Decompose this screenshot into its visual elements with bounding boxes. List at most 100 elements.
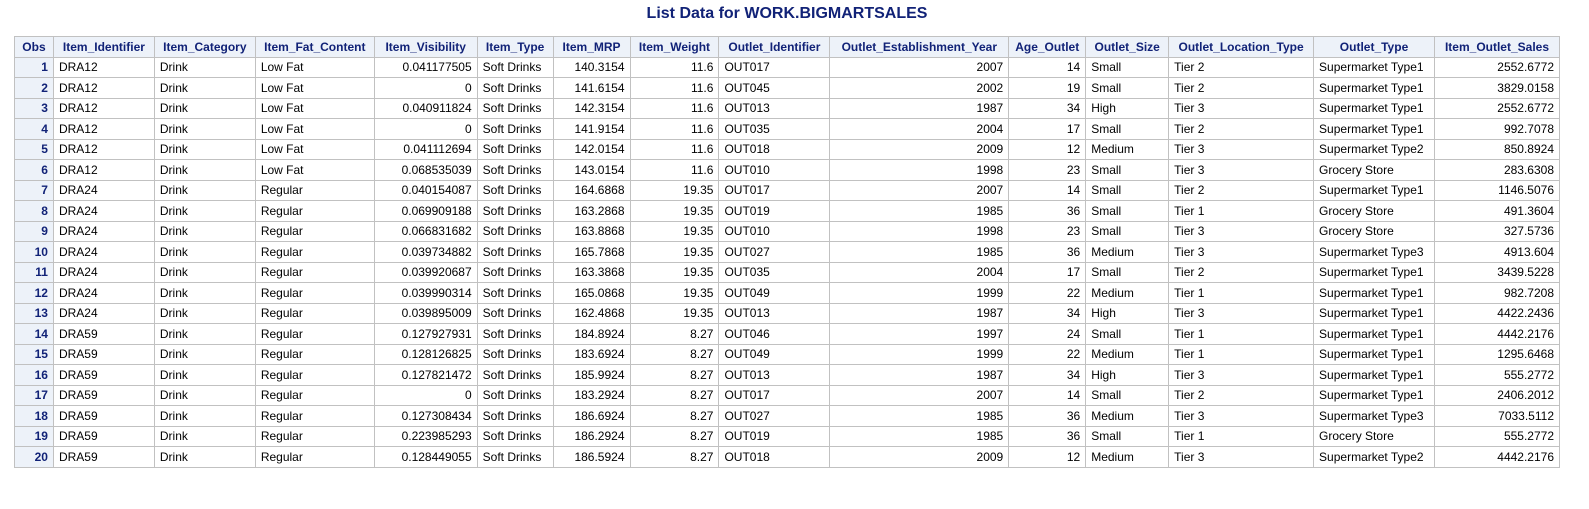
table-cell: 0.039734882 (373, 241, 478, 263)
table-cell: Small (1085, 179, 1170, 201)
table-cell: DRA59 (52, 364, 155, 386)
table-cell: 0.041177505 (373, 56, 478, 78)
table-cell: 12 (1008, 446, 1087, 468)
table-cell: 14 (1008, 56, 1087, 78)
table-cell: Tier 3 (1168, 302, 1315, 324)
table-cell: 11.6 (629, 159, 720, 181)
table-cell: Tier 1 (1168, 200, 1315, 222)
table-cell: 1998 (829, 159, 1010, 181)
table-cell: Supermarket Type1 (1313, 97, 1435, 119)
table-cell: Medium (1085, 405, 1170, 427)
column-header: Outlet_Type (1313, 36, 1435, 58)
table-cell: 185.9924 (552, 364, 631, 386)
table-cell: Supermarket Type3 (1313, 405, 1435, 427)
table-cell: Regular (254, 220, 375, 242)
table-cell: 17 (1008, 118, 1087, 140)
column-header: Outlet_Identifier (718, 36, 831, 58)
row-number: 2 (14, 77, 54, 99)
table-cell: Tier 1 (1168, 343, 1315, 365)
table-row: 15 DRA59 Drink Regular 0.128126825 Soft Drink… (14, 343, 1561, 365)
table-cell: 283.6308 (1433, 159, 1561, 181)
table-cell: Small (1085, 200, 1170, 222)
table-cell: 19.35 (629, 200, 720, 222)
table-cell: Regular (254, 364, 375, 386)
table-cell: 555.2772 (1433, 364, 1561, 386)
table-cell: Soft Drinks (476, 343, 554, 365)
table-cell: Medium (1085, 343, 1170, 365)
row-number: 11 (14, 261, 54, 283)
table-cell: 19.35 (629, 282, 720, 304)
table-cell: DRA24 (52, 179, 155, 201)
table-cell: Tier 2 (1168, 118, 1315, 140)
table-cell: Drink (153, 97, 256, 119)
table-cell: Medium (1085, 282, 1170, 304)
table-cell: 11.6 (629, 97, 720, 119)
table-row: 11 DRA24 Drink Regular 0.039920687 Soft Drink… (14, 261, 1561, 283)
table-cell: Soft Drinks (476, 118, 554, 140)
table-cell: 992.7078 (1433, 118, 1561, 140)
table-cell: Supermarket Type1 (1313, 56, 1435, 78)
table-cell: 0.127308434 (373, 405, 478, 427)
table-cell: Soft Drinks (476, 384, 554, 406)
table-row: 5 DRA12 Drink Low Fat 0.041112694 Soft Drinks… (14, 138, 1561, 160)
table-row: 7 DRA24 Drink Regular 0.040154087 Soft Drinks… (14, 179, 1561, 201)
table-cell: 0.128126825 (373, 343, 478, 365)
table-cell: 34 (1008, 364, 1087, 386)
table-cell: Regular (254, 241, 375, 263)
table-cell: DRA12 (52, 159, 155, 181)
table-cell: 0.127927931 (373, 323, 478, 345)
table-cell: Supermarket Type1 (1313, 364, 1435, 386)
column-header: Age_Outlet (1008, 36, 1087, 58)
table-cell: DRA12 (52, 77, 155, 99)
table-cell: Regular (254, 405, 375, 427)
table-cell: Soft Drinks (476, 56, 554, 78)
table-cell: 23 (1008, 220, 1087, 242)
table-cell: OUT017 (718, 179, 831, 201)
table-cell: OUT049 (718, 343, 831, 365)
row-number: 4 (14, 118, 54, 140)
table-cell: OUT019 (718, 425, 831, 447)
table-cell: Drink (153, 220, 256, 242)
table-cell: Soft Drinks (476, 425, 554, 447)
column-header: Obs (14, 36, 54, 58)
table-cell: Small (1085, 159, 1170, 181)
table-body: 1 DRA12 Drink Low Fat 0.041177505 Soft Drinks… (14, 56, 1561, 468)
table-cell: OUT035 (718, 118, 831, 140)
table-cell: Supermarket Type1 (1313, 77, 1435, 99)
table-row: 12 DRA24 Drink Regular 0.039990314 Soft Drink… (14, 282, 1561, 304)
table-cell: Supermarket Type1 (1313, 261, 1435, 283)
table-cell: 162.4868 (552, 302, 631, 324)
table-cell: 0.128449055 (373, 446, 478, 468)
table-cell: Grocery Store (1313, 159, 1435, 181)
table-cell: Supermarket Type1 (1313, 323, 1435, 345)
table-cell: 2007 (829, 179, 1010, 201)
row-number: 13 (14, 302, 54, 324)
report-title: List Data for WORK.BIGMARTSALES (646, 5, 928, 22)
header-row: Obs Item_Identifier Item_Category Item_Fat_… (14, 36, 1561, 58)
table-cell: Drink (153, 138, 256, 160)
table-cell: 555.2772 (1433, 425, 1561, 447)
column-header: Outlet_Establishment_Year (829, 36, 1010, 58)
table-cell: Grocery Store (1313, 425, 1435, 447)
table-cell: 1985 (829, 405, 1010, 427)
table-cell: 1985 (829, 200, 1010, 222)
table-cell: 163.8868 (552, 220, 631, 242)
table-cell: 36 (1008, 405, 1087, 427)
table-cell: Small (1085, 56, 1170, 78)
table-cell: 142.3154 (552, 97, 631, 119)
table-cell: 982.7208 (1433, 282, 1561, 304)
table-cell: 2009 (829, 138, 1010, 160)
table-cell: Tier 3 (1168, 220, 1315, 242)
row-number: 6 (14, 159, 54, 181)
table-cell: Drink (153, 384, 256, 406)
table-cell: 0.068535039 (373, 159, 478, 181)
table-cell: OUT019 (718, 200, 831, 222)
table-cell: Soft Drinks (476, 241, 554, 263)
table-cell: 0.066831682 (373, 220, 478, 242)
row-number: 9 (14, 220, 54, 242)
table-cell: 186.6924 (552, 405, 631, 427)
table-cell: DRA12 (52, 138, 155, 160)
table-cell: OUT010 (718, 159, 831, 181)
table-cell: 0.039920687 (373, 261, 478, 283)
table-cell: OUT013 (718, 364, 831, 386)
